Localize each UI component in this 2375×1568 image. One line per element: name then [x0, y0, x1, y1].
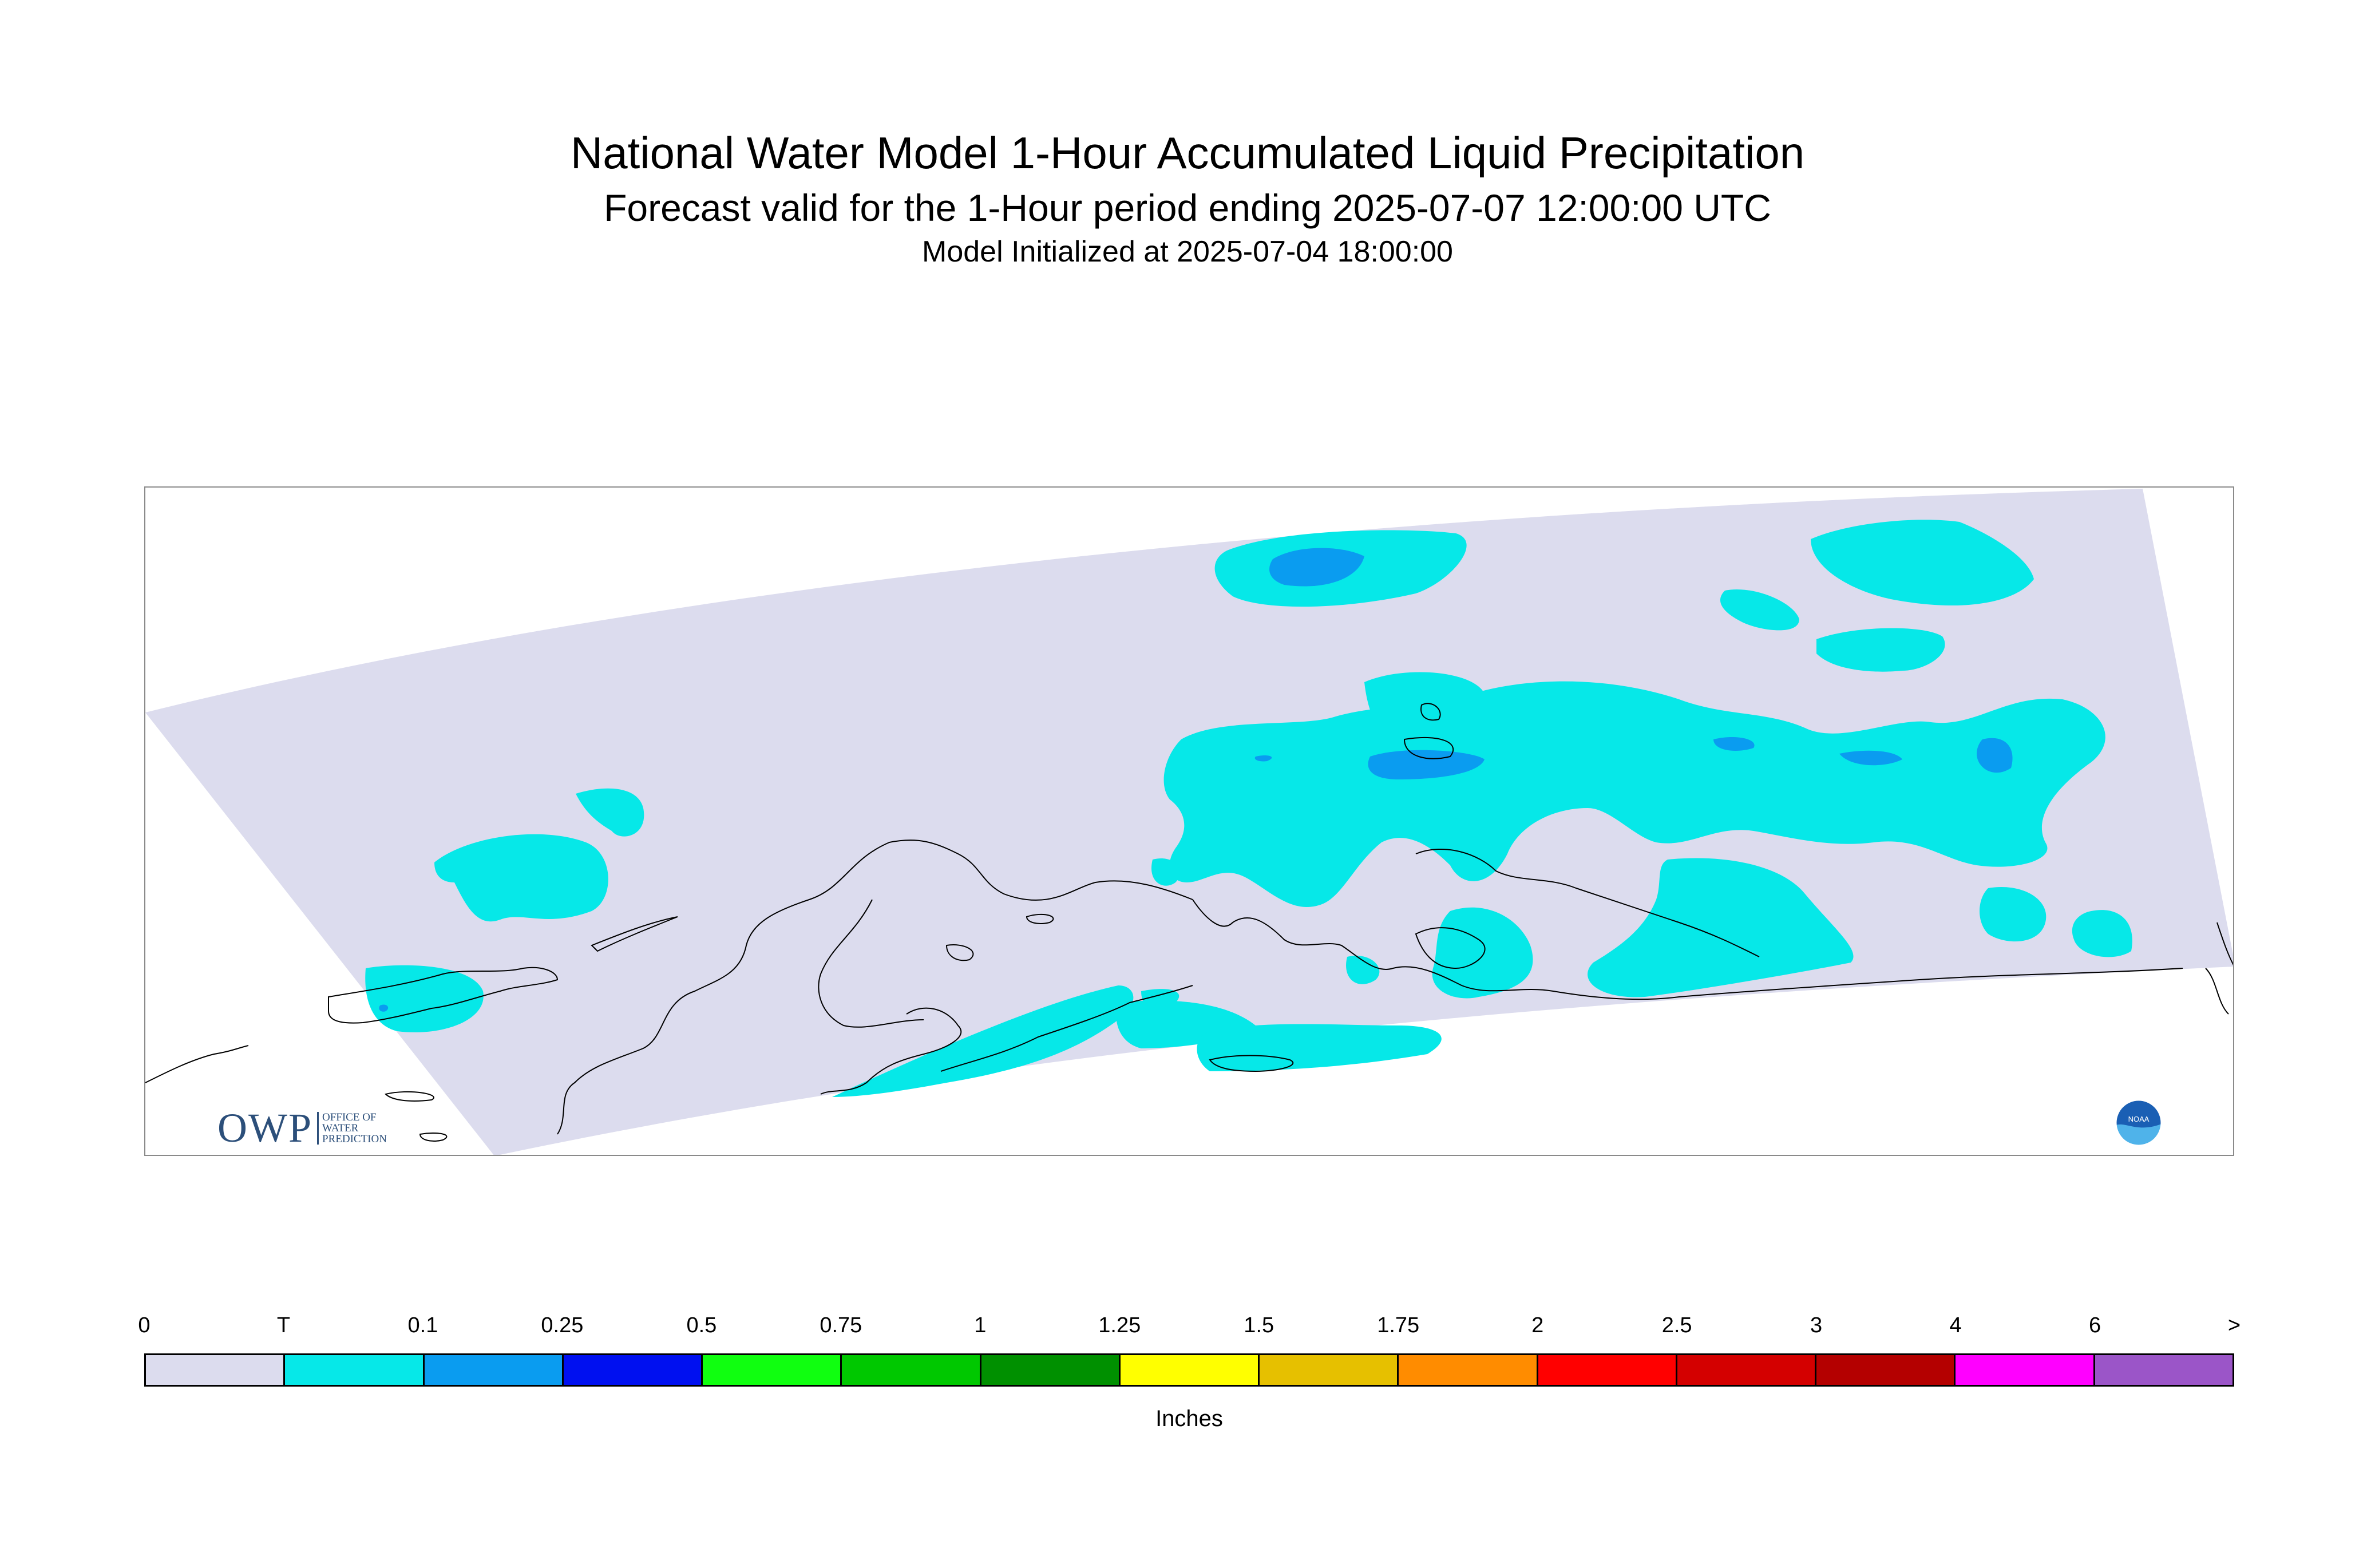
legend-swatch [146, 1355, 284, 1385]
coastline [385, 1091, 434, 1102]
coastline [1192, 899, 2183, 1000]
coastline [557, 840, 1193, 1135]
coastline [591, 916, 678, 952]
precip-area [2072, 910, 2132, 957]
noaa-logo: NOAA [2115, 1099, 2163, 1147]
legend-tick-label: 1.5 [1244, 1313, 1274, 1337]
legend-tick-label: 6 [2088, 1313, 2101, 1337]
coastlines [145, 703, 2233, 1142]
precip-area [434, 834, 608, 922]
legend-tick-label: 0.75 [820, 1313, 862, 1337]
legend-swatch [1397, 1355, 1537, 1385]
legend-swatch [1118, 1355, 1258, 1385]
owp-logo-line: WATER [322, 1122, 359, 1134]
coastline [1415, 849, 1760, 957]
legend-swatch [422, 1355, 562, 1385]
trace-precip-areas [365, 520, 2132, 1097]
legend-swatch [1675, 1355, 1815, 1385]
legend-tick-label: T [276, 1313, 291, 1337]
precip-area [365, 965, 484, 1032]
precip-area [1977, 738, 2013, 773]
owp-logo-text: OFFICE OF WATER PREDICTION [317, 1112, 387, 1145]
legend-swatch [979, 1355, 1119, 1385]
legend-tick-label: 0.5 [686, 1313, 717, 1337]
precip-area [1811, 520, 2034, 606]
coastline [2216, 922, 2233, 965]
legend-swatch [1815, 1355, 1954, 1385]
precip-area [1368, 750, 1485, 779]
legend-swatch [283, 1355, 423, 1385]
coastline [1415, 927, 1486, 969]
owp-logo-line: OFFICE OF [322, 1111, 377, 1123]
precip-area [1980, 887, 2047, 942]
map-title: National Water Model 1-Hour Accumulated … [570, 128, 1805, 178]
precip-area [576, 788, 644, 837]
legend-tick-label: 2 [1531, 1313, 1544, 1337]
precip-area [1720, 589, 1799, 631]
legend-swatch [701, 1355, 841, 1385]
legend-tick-label: 0.1 [407, 1313, 438, 1337]
legend-swatch [840, 1355, 980, 1385]
legend-tick-label: 0 [138, 1313, 151, 1337]
legend-tick-label: 4 [1949, 1313, 1962, 1337]
coastline [1026, 913, 1054, 924]
precip-area [379, 1004, 389, 1012]
coastline [1209, 1055, 1294, 1072]
precip-area [1163, 681, 2105, 908]
legend-swatch [1954, 1355, 2093, 1385]
owp-logo-line: PREDICTION [322, 1133, 387, 1145]
legend-tick-label: 3 [1810, 1313, 1823, 1337]
light-precip-areas [379, 548, 2013, 1012]
coastline [328, 967, 559, 1024]
coastline [2205, 968, 2229, 1015]
precip-area [1151, 858, 1180, 886]
precip-area [1588, 858, 1854, 997]
coastline [1420, 703, 1441, 721]
precip-area [832, 985, 1134, 1097]
precipitation-map [144, 486, 2234, 1156]
legend-tick-label: 1.25 [1098, 1313, 1141, 1337]
legend-tick-label: 2.5 [1661, 1313, 1692, 1337]
legend-swatch [561, 1355, 702, 1385]
legend-colorbar [144, 1353, 2234, 1387]
legend-tick-label: > [2227, 1313, 2241, 1337]
coastline [1403, 737, 1454, 759]
precip-area [1254, 755, 1272, 762]
precip-area [1346, 956, 1380, 984]
legend-units: Inches [1155, 1406, 1223, 1431]
precip-area [1839, 750, 1902, 766]
coastline [820, 1007, 962, 1095]
precip-area [1197, 1024, 1442, 1071]
noaa-logo-text: NOAA [2128, 1115, 2150, 1123]
legend-tick-label: 0.25 [541, 1313, 584, 1337]
coastline [145, 1045, 249, 1083]
coastline [419, 1133, 448, 1142]
model-init-time: Model Initialized at 2025-07-04 18:00:00 [922, 235, 1453, 268]
coastline [818, 899, 924, 1028]
legend-tick-label: 1.75 [1377, 1313, 1420, 1337]
legend-swatch [2093, 1355, 2232, 1385]
precip-area [1816, 628, 1945, 672]
owp-logo-letters: OWP [217, 1105, 312, 1151]
forecast-period: Forecast valid for the 1-Hour period end… [604, 187, 1771, 229]
legend-swatch [1536, 1355, 1676, 1385]
legend-tick-label: 1 [974, 1313, 987, 1337]
precip-area [1713, 737, 1755, 751]
precip-area [1269, 548, 1364, 587]
legend-swatch [1258, 1355, 1398, 1385]
coastline [945, 944, 974, 961]
coastline [940, 985, 1193, 1072]
map-canvas [145, 489, 2233, 1155]
owp-logo: OWP OFFICE OF WATER PREDICTION [217, 1104, 387, 1152]
